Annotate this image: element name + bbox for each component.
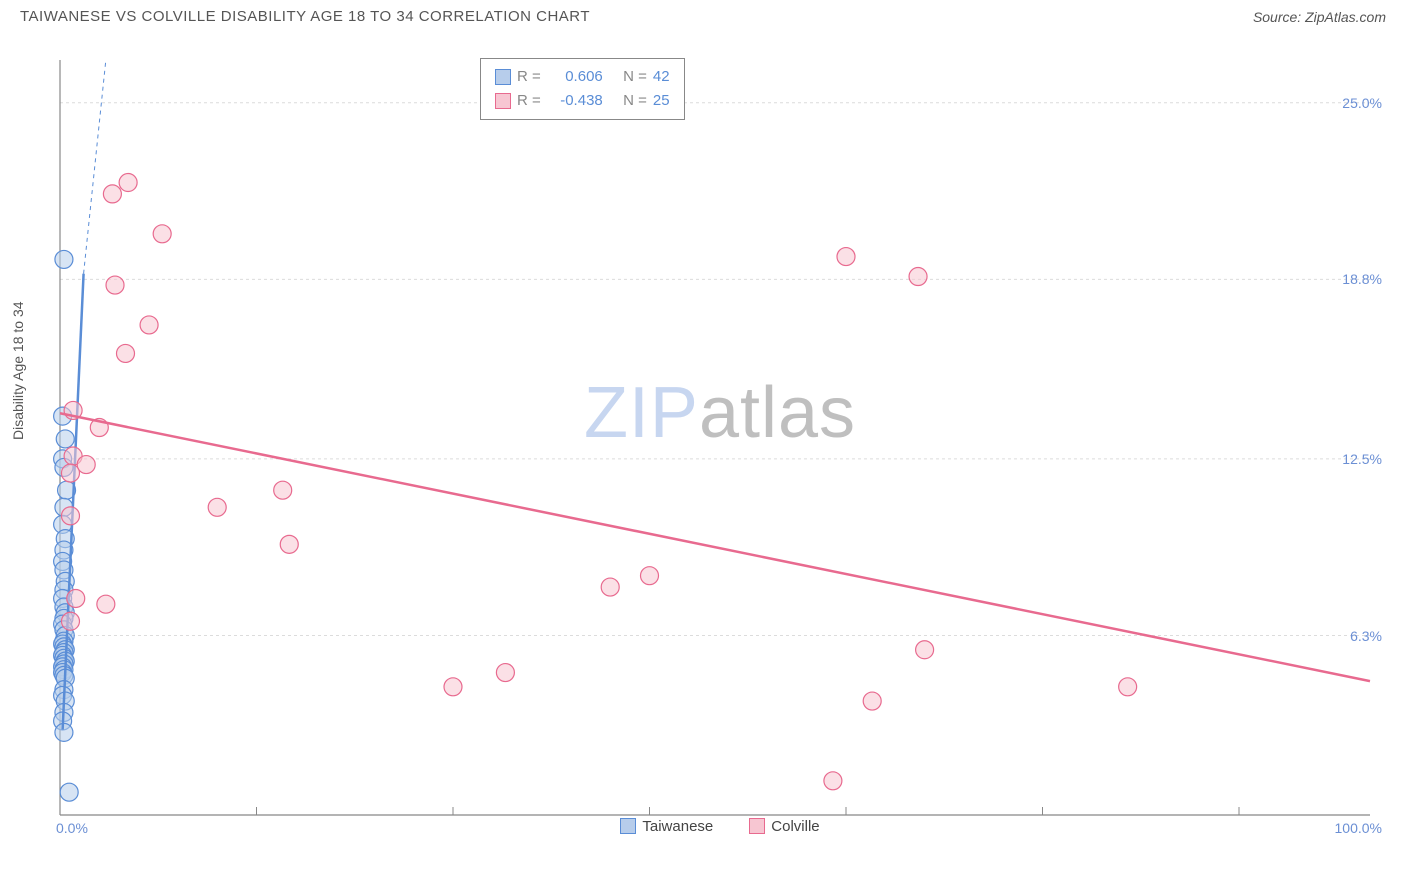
- legend-stat-row: R =0.606 N =42: [495, 65, 670, 89]
- legend-swatch: [495, 93, 511, 109]
- y-axis-label: Disability Age 18 to 34: [10, 301, 26, 440]
- r-value: 0.606: [547, 65, 603, 89]
- n-label: N =: [623, 89, 647, 113]
- legend-series-item: Taiwanese: [620, 818, 713, 835]
- legend-stat-row: R =-0.438 N =25: [495, 89, 670, 113]
- chart-title: TAIWANESE VS COLVILLE DISABILITY AGE 18 …: [20, 8, 590, 25]
- legend-series-label: Colville: [771, 818, 819, 835]
- x-tick-label: 100.0%: [1335, 820, 1382, 836]
- series-legend: Taiwanese Colville: [50, 818, 1390, 839]
- legend-swatch: [749, 818, 765, 834]
- source-name: ZipAtlas.com: [1305, 9, 1386, 25]
- y-tick-label: 18.8%: [1342, 271, 1382, 287]
- legend-series-item: Colville: [749, 818, 819, 835]
- n-value: 25: [653, 89, 670, 113]
- r-label: R =: [517, 89, 541, 113]
- legend-series-label: Taiwanese: [642, 818, 713, 835]
- legend-swatch: [620, 818, 636, 834]
- legend-swatch: [495, 69, 511, 85]
- y-tick-label: 12.5%: [1342, 451, 1382, 467]
- scatter-plot-svg: [50, 50, 1390, 840]
- y-tick-label: 6.3%: [1350, 628, 1382, 644]
- source-credit: Source: ZipAtlas.com: [1253, 9, 1386, 25]
- n-value: 42: [653, 65, 670, 89]
- n-label: N =: [623, 65, 647, 89]
- header-bar: TAIWANESE VS COLVILLE DISABILITY AGE 18 …: [0, 0, 1406, 29]
- chart-area: ZIPatlas R =0.606 N =42R =-0.438 N =25 T…: [50, 50, 1390, 840]
- correlation-legend: R =0.606 N =42R =-0.438 N =25: [480, 58, 685, 120]
- x-tick-label: 0.0%: [56, 820, 88, 836]
- r-value: -0.438: [547, 89, 603, 113]
- y-tick-label: 25.0%: [1342, 95, 1382, 111]
- source-prefix: Source:: [1253, 9, 1305, 25]
- r-label: R =: [517, 65, 541, 89]
